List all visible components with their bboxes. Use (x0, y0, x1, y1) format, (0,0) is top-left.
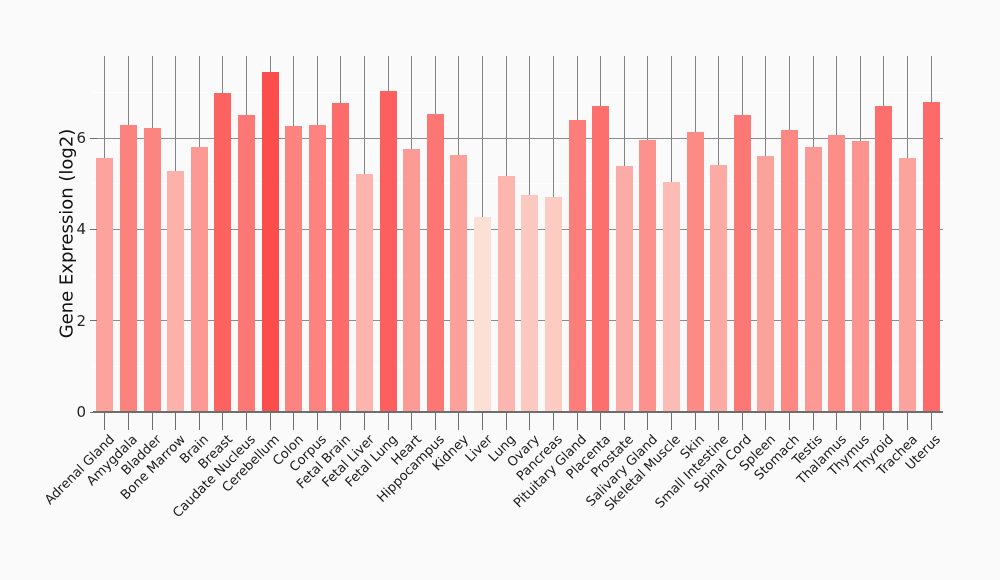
x-tick-mark (883, 412, 885, 430)
bar-spinal-cord (733, 115, 751, 412)
bar-pituitary-gland (568, 119, 586, 412)
x-tick-mark (718, 412, 720, 430)
minor-gridline (93, 274, 943, 276)
bar-skin (686, 132, 704, 412)
bar-hippocampus (426, 113, 444, 412)
x-tick-mark (198, 412, 200, 430)
x-tick-mark (316, 412, 318, 430)
major-gridline (93, 320, 943, 322)
bar-caudate-nucleus (237, 115, 255, 412)
x-tick-mark (812, 412, 814, 430)
bar-thalamus (828, 135, 846, 412)
x-tick-mark (293, 412, 295, 430)
x-tick-mark (694, 412, 696, 430)
minor-gridline (93, 183, 943, 185)
y-tick-label: 4 (76, 220, 86, 239)
bar-fetal-liver (356, 173, 374, 412)
x-tick-mark (269, 412, 271, 430)
bar-bladder (143, 128, 161, 412)
x-tick-mark (127, 412, 129, 430)
x-tick-mark (576, 412, 578, 430)
bar-trachea (899, 157, 917, 412)
x-tick-mark (387, 412, 389, 430)
y-tick-mark (90, 320, 97, 322)
x-tick-mark (600, 412, 602, 430)
x-tick-mark (529, 412, 531, 430)
bar-bone-marrow (167, 171, 185, 412)
bar-cerebellum (261, 72, 279, 412)
bar-liver (474, 216, 492, 412)
x-tick-mark (364, 412, 366, 430)
bar-small-intestine (710, 165, 728, 412)
bar-placenta (592, 106, 610, 412)
bar-amygdala (119, 124, 137, 412)
bar-salivary-gland (639, 139, 657, 412)
bar-ovary (521, 194, 539, 412)
x-tick-mark (434, 412, 436, 430)
minor-gridline (93, 92, 943, 93)
x-tick-mark (245, 412, 247, 430)
bar-spleen (757, 156, 775, 412)
bar-testis (804, 147, 822, 412)
x-tick-mark (765, 412, 767, 430)
x-tick-mark (670, 412, 672, 430)
bar-fetal-lung (379, 90, 397, 412)
bar-lung (497, 176, 515, 412)
x-tick-mark (222, 412, 224, 430)
bar-breast (214, 92, 232, 412)
x-tick-mark (458, 412, 460, 430)
y-tick-mark (90, 137, 97, 139)
bar-corpus (308, 125, 326, 412)
bar-uterus (922, 102, 940, 412)
bar-adrenal-gland (96, 157, 114, 412)
y-tick-label: 0 (76, 403, 86, 421)
bar-pancreas (544, 197, 562, 412)
bar-thyroid (875, 106, 893, 412)
x-tick-mark (623, 412, 625, 430)
x-tick-mark (505, 412, 507, 430)
x-tick-mark (741, 412, 743, 430)
bar-colon (285, 125, 303, 412)
y-tick-mark (90, 228, 97, 230)
x-axis-line (93, 411, 943, 413)
x-tick-mark (930, 412, 932, 430)
x-tick-mark (151, 412, 153, 430)
x-tick-mark (836, 412, 838, 430)
x-tick-mark (104, 412, 106, 430)
major-gridline (93, 137, 943, 139)
minor-gridline (93, 365, 943, 367)
x-tick-mark (552, 412, 554, 430)
x-tick-mark (340, 412, 342, 430)
bar-stomach (781, 129, 799, 412)
bar-skeletal-muscle (662, 181, 680, 412)
bar-prostate (615, 166, 633, 412)
x-tick-mark (907, 412, 909, 430)
x-tick-mark (411, 412, 413, 430)
x-tick-mark (482, 412, 484, 430)
x-tick-mark (647, 412, 649, 430)
bar-brain (190, 147, 208, 412)
x-tick-mark (859, 412, 861, 430)
major-gridline (93, 228, 943, 230)
bar-fetal-brain (332, 103, 350, 412)
bar-thymus (851, 141, 869, 412)
bar-heart (403, 148, 421, 412)
y-tick-label: 6 (76, 129, 86, 148)
x-tick-mark (789, 412, 791, 430)
x-tick-mark (175, 412, 177, 430)
y-tick-label: 2 (76, 311, 86, 330)
bar-kidney (450, 154, 468, 412)
